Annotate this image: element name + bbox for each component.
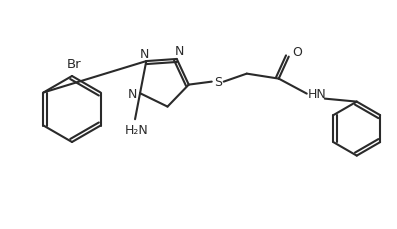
Text: S: S: [214, 76, 222, 89]
Text: N: N: [175, 45, 185, 58]
Text: HN: HN: [307, 88, 326, 101]
Text: O: O: [292, 46, 302, 59]
Text: N: N: [140, 47, 149, 60]
Text: Br: Br: [67, 57, 81, 70]
Text: H₂N: H₂N: [125, 123, 149, 136]
Text: N: N: [127, 87, 137, 100]
